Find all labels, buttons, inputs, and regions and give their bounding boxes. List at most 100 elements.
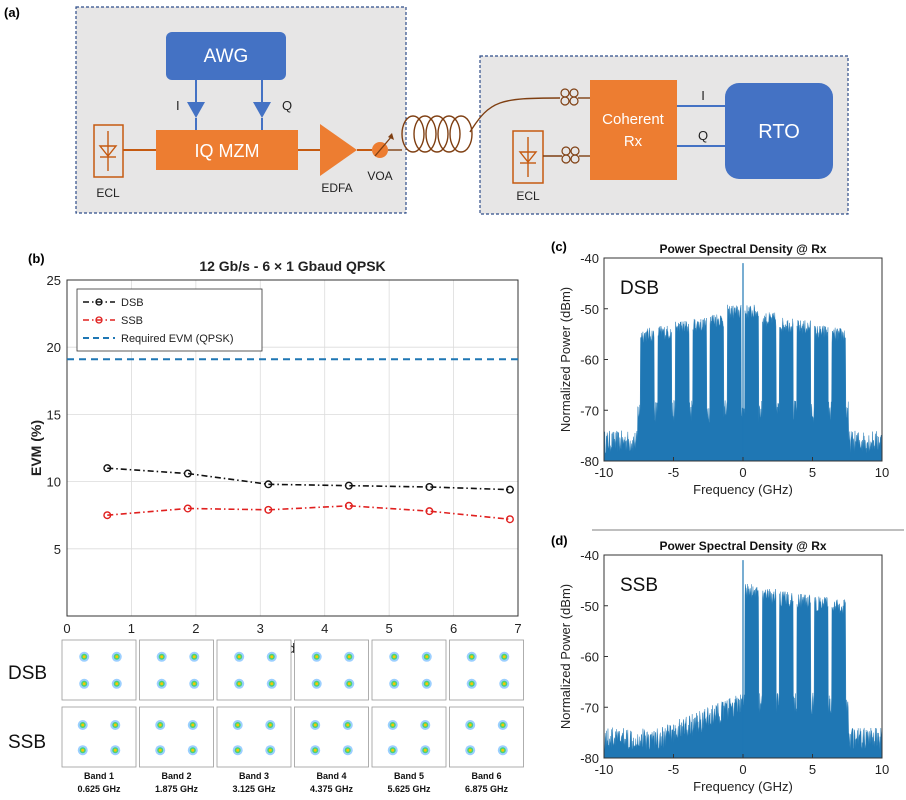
band-name-label: Band 6: [471, 771, 501, 781]
panel-label-a: (a): [4, 5, 20, 20]
evm-point-ssb: [183, 504, 192, 513]
psd-ssb-tag: SSB: [620, 575, 658, 596]
evm-point-dsb: [183, 469, 192, 478]
ecl-rx-block: [512, 130, 544, 184]
psd-ssb-y-tick: -80: [580, 751, 599, 766]
constellation-frame: [61, 706, 137, 768]
voa-label: VOA: [367, 169, 392, 183]
evm-y-tick: 25: [47, 273, 61, 288]
setup-diagram: AWG I Q IQ MZM ECL EDFA VOA: [75, 6, 849, 215]
constellation-ssb-band-5: [371, 706, 447, 768]
evm-x-tick: 5: [386, 621, 393, 636]
constellation-cluster-core: [191, 723, 195, 727]
constellation-cluster-core: [315, 655, 319, 659]
constellation-ssb-band-2: [139, 706, 214, 768]
panel-label-b: (b): [28, 251, 45, 266]
evm-y-tick: 5: [54, 542, 61, 557]
constellation-cluster-core: [501, 723, 505, 727]
constellation-cluster-core: [347, 655, 351, 659]
constellation-cluster-core: [468, 748, 472, 752]
evm-legend-label: SSB: [121, 315, 143, 327]
psd-ssb-x-tick: 0: [739, 762, 746, 777]
constellation-cluster-core: [158, 723, 162, 727]
constellation-cluster-core: [468, 723, 472, 727]
psd-dsb-y-tick: -80: [580, 454, 599, 469]
evm-y-tick: 15: [47, 407, 61, 422]
constellation-ssb-band-6: [449, 706, 524, 768]
constellation-frame: [216, 639, 292, 701]
evm-legend-label: Required EVM (QPSK): [121, 333, 233, 345]
awg-label: AWG: [204, 46, 249, 67]
psd-ssb-x-tick: -10: [595, 762, 614, 777]
constellation-row-ssb: SSB: [8, 732, 46, 753]
constellation-cluster-core: [501, 748, 505, 752]
awg-block: [166, 32, 286, 80]
constellation-cluster-core: [425, 682, 429, 686]
constellation-dsb-band-3: [216, 639, 292, 701]
band-freq-label: 3.125 GHz: [232, 784, 276, 794]
constellation-cluster-core: [192, 655, 196, 659]
ecl-tx-label: ECL: [96, 186, 120, 200]
evm-point-dsb: [103, 464, 112, 473]
psd-dsb-title: Power Spectral Density @ Rx: [659, 242, 826, 256]
band-name-label: Band 3: [239, 771, 269, 781]
rto-block: [725, 83, 833, 179]
evm-ylabel: EVM (%): [28, 420, 44, 476]
psd-ssb-title: Power Spectral Density @ Rx: [659, 539, 826, 553]
evm-legend: [76, 288, 263, 352]
constellation-ssb-band-3: [216, 706, 292, 768]
constellation-cluster-core: [392, 682, 396, 686]
evm-point-dsb: [344, 481, 353, 490]
constellation-cluster-core: [81, 723, 85, 727]
constellation-frame: [216, 706, 292, 768]
psd-dsb-y-tick: -60: [580, 353, 599, 368]
evm-y-tick: 10: [47, 475, 61, 490]
constellation-cluster-core: [346, 748, 350, 752]
constellation-cluster-core: [160, 655, 164, 659]
evm-point-ssb: [425, 507, 434, 516]
constellation-row-dsb: DSB: [8, 663, 47, 684]
constellation-cluster-core: [82, 682, 86, 686]
q-label: Q: [282, 98, 292, 113]
rto-label: RTO: [758, 121, 800, 143]
constellation-dsb-band-4: [294, 639, 369, 701]
band-name-label: Band 4: [316, 771, 346, 781]
edfa-label: EDFA: [321, 181, 352, 195]
evm-x-tick: 0: [63, 621, 70, 636]
evm-legend-marker: [95, 316, 103, 324]
constellation-cluster-core: [470, 682, 474, 686]
iq-mzm-block: [156, 130, 298, 170]
constellation-cluster-core: [81, 748, 85, 752]
constellation-cluster-core: [113, 723, 117, 727]
constellation-dsb-band-5: [371, 639, 447, 701]
constellation-cluster-core: [236, 723, 240, 727]
ecl-rx-label: ECL: [516, 189, 540, 203]
band-freq-label: 1.875 GHz: [155, 784, 199, 794]
driver-q-icon: [253, 102, 271, 118]
psd-dsb-tag: DSB: [620, 278, 659, 299]
constellation-cluster-core: [423, 723, 427, 727]
laser-diode-tx-icon: [98, 131, 118, 171]
constellation-cluster-core: [268, 748, 272, 752]
band-name-label: Band 1: [84, 771, 114, 781]
psd-dsb-xlabel: Frequency (GHz): [693, 482, 793, 497]
coherent-rx-label-1: Coherent: [602, 111, 665, 128]
constellation-cluster-core: [315, 682, 319, 686]
constellation-frame: [61, 639, 137, 701]
constellation-cluster-core: [423, 748, 427, 752]
constellation-cluster-core: [502, 682, 506, 686]
evm-x-tick: 7: [514, 621, 521, 636]
constellation-dsb-band-1: [61, 639, 137, 701]
constellation-cluster-core: [82, 655, 86, 659]
constellation-cluster-core: [268, 723, 272, 727]
constellation-ssb-band-4: [294, 706, 369, 768]
psd-dsb-x-tick: -5: [668, 465, 680, 480]
constellation-frame: [371, 639, 447, 701]
constellation-cluster-core: [470, 655, 474, 659]
evm-x-tick: 2: [192, 621, 199, 636]
constellation-cluster-core: [392, 655, 396, 659]
constellation-cluster-core: [347, 682, 351, 686]
evm-x-tick: 6: [450, 621, 457, 636]
constellation-frame: [449, 706, 524, 768]
